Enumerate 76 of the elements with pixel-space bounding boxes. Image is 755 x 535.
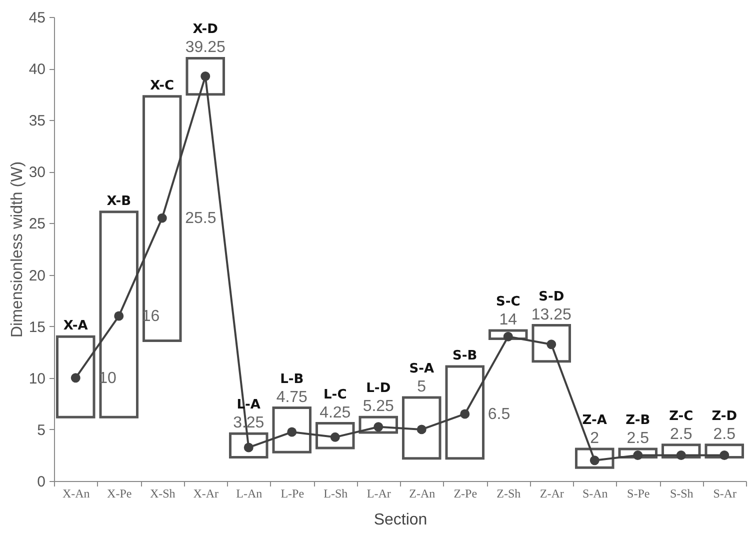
x-tick-label: X-Pe: [107, 486, 132, 500]
data-label: 2.5: [670, 426, 692, 443]
bar: [574, 448, 614, 469]
point: [416, 424, 426, 434]
point: [460, 409, 470, 419]
y-tick-label: 20: [28, 267, 46, 284]
annotation: Z-A: [582, 413, 607, 428]
x-tick-label: S-An: [582, 486, 608, 500]
data-label: 2: [590, 430, 600, 448]
bar: [99, 210, 139, 418]
annotation: Z-D: [712, 408, 738, 424]
x-tick-label: Z-Sh: [496, 486, 521, 500]
x-tick-label: L-An: [236, 486, 262, 500]
x-tick-label: S-Pe: [627, 486, 650, 500]
y-tick-label: 0: [37, 474, 46, 490]
data-label: 14: [499, 311, 518, 328]
y-tick-label: 25: [28, 216, 46, 233]
x-tick-label: S-Ar: [713, 486, 737, 500]
x-axis-title: Section: [374, 512, 428, 528]
data-label: 39.25: [185, 39, 226, 56]
y-tick-label: 45: [28, 10, 46, 26]
bar: [142, 95, 182, 342]
y-tick-label: 5: [37, 422, 46, 439]
y-tick-label: 40: [28, 61, 46, 78]
y-axis-title: Dimensionless width (W): [8, 161, 26, 338]
data-label: 6.5: [488, 406, 510, 423]
data-label: 13.25: [531, 306, 572, 324]
point: [157, 213, 167, 223]
bar: [228, 432, 268, 459]
data-label: 25.5: [185, 210, 216, 228]
y-tick-label: 15: [28, 318, 46, 336]
y-tick-label: 10: [28, 370, 46, 388]
annotation: X-A: [63, 318, 88, 334]
bar: [445, 365, 485, 460]
bar: [402, 396, 442, 460]
annotation: Z-C: [669, 408, 694, 424]
x-tick-label: S-Sh: [670, 486, 694, 500]
bar: [56, 335, 96, 418]
annotation: X-C: [150, 78, 174, 94]
bar: [315, 422, 355, 450]
annotation: S-D: [538, 289, 564, 304]
annotation: L-D: [366, 381, 391, 396]
x-tick-label: L-Sh: [324, 486, 348, 500]
point: [287, 427, 297, 437]
bar: [704, 444, 744, 459]
x-tick-label: Z-An: [409, 486, 436, 500]
annotation: X-D: [192, 22, 218, 38]
x-tick-label: Z-Pe: [454, 486, 478, 500]
data-label: 4.25: [320, 404, 351, 422]
x-tick-label: Z-Ar: [540, 486, 564, 500]
bar: [272, 406, 312, 454]
data-label: 2.5: [713, 426, 736, 443]
annotation: Z-B: [626, 413, 650, 428]
point: [114, 311, 124, 321]
annotation: S-C: [496, 294, 520, 310]
y-tick-label: 30: [28, 164, 46, 182]
x-tick-label: L-Ar: [366, 486, 391, 500]
x-tick-label: L-Pe: [280, 486, 304, 500]
annotation: X-B: [106, 194, 132, 209]
x-tick-label: X-Ar: [193, 486, 219, 500]
annotation: L-B: [280, 372, 304, 387]
annotation: S-B: [452, 348, 478, 364]
x-tick-label: X-Sh: [150, 486, 176, 500]
bar: [358, 416, 398, 434]
bar: [186, 56, 226, 96]
bar: [661, 444, 701, 459]
data-label: 5.25: [362, 398, 394, 416]
data-label: 5: [417, 378, 426, 396]
annotation: L-C: [324, 387, 347, 402]
annotation: S-A: [409, 361, 434, 376]
data-label: 2.5: [626, 430, 650, 448]
data-label: 4.75: [276, 388, 308, 406]
point: [70, 373, 80, 383]
x-tick-label: X-An: [62, 486, 90, 500]
bar: [532, 324, 572, 363]
y-tick-label: 35: [28, 112, 46, 130]
